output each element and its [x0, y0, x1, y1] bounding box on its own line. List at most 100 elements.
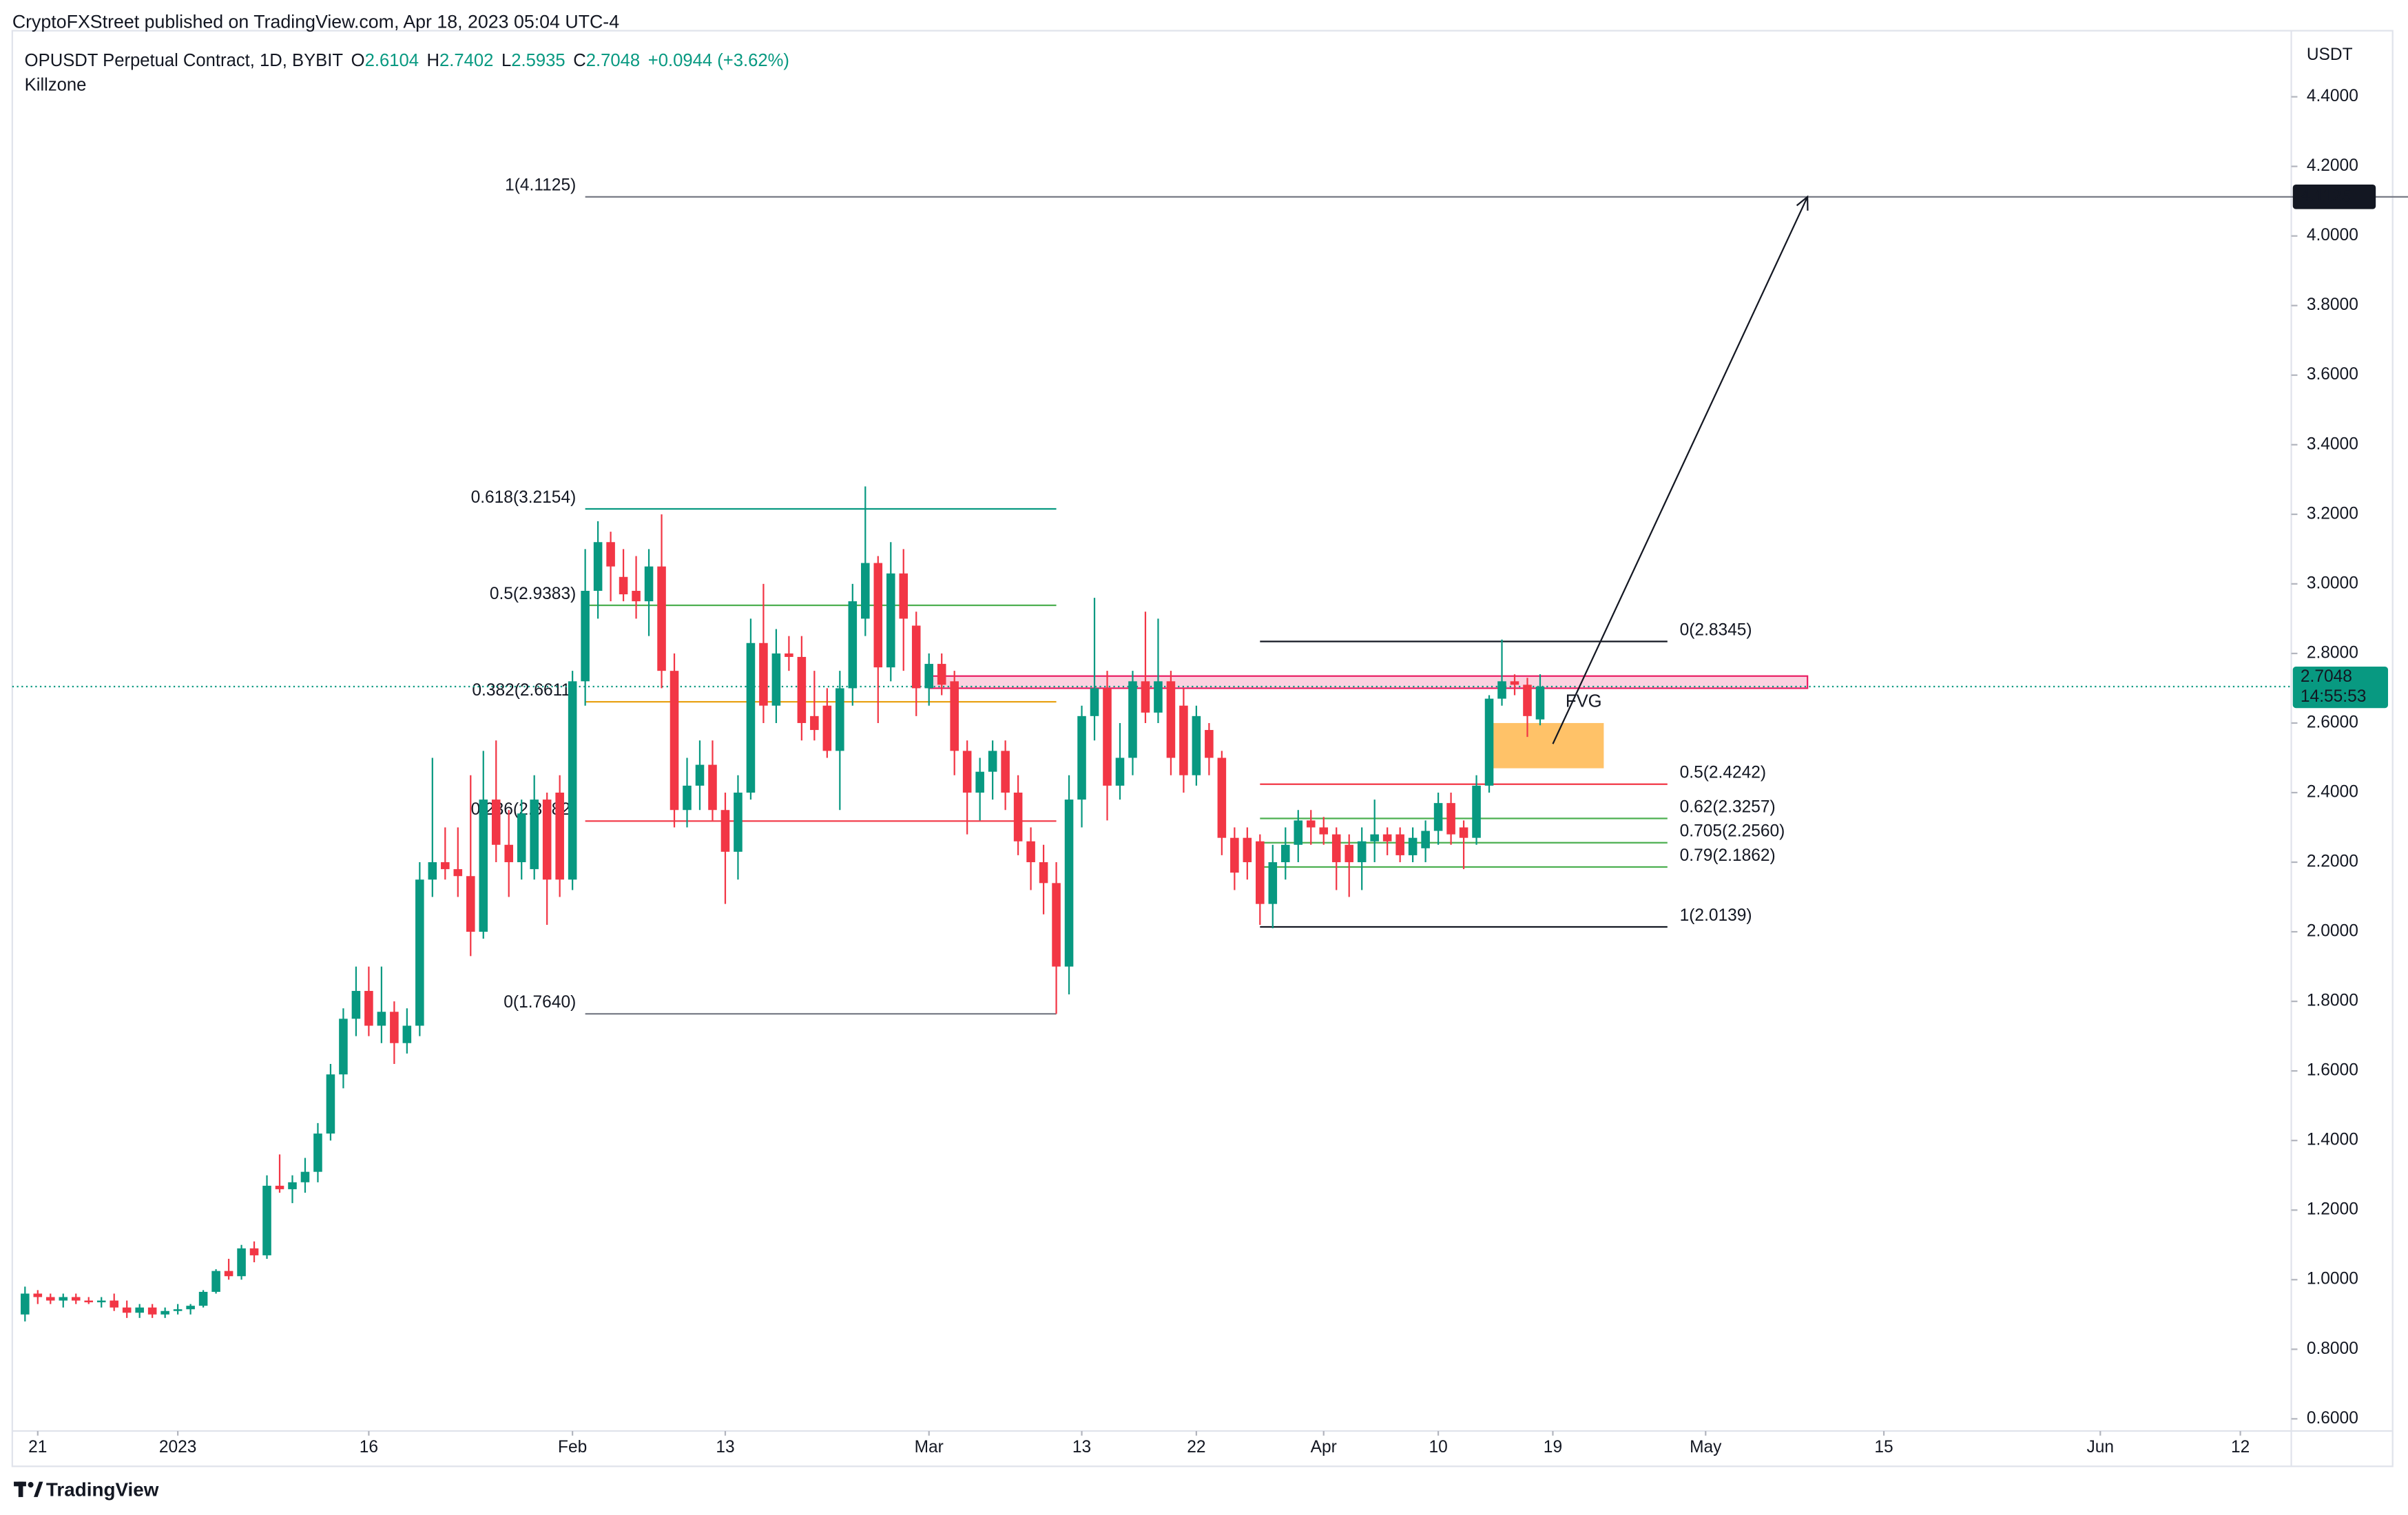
candle-body	[1319, 827, 1329, 835]
candle-body	[491, 800, 501, 845]
candle-body	[822, 705, 832, 751]
candle-body	[1052, 883, 1061, 967]
y-tick-label: 3.0000	[2307, 574, 2358, 592]
candle-body	[326, 1074, 335, 1134]
candle-body	[861, 563, 870, 619]
y-tick-label: 1.6000	[2307, 1061, 2358, 1080]
chart-frame	[11, 30, 2394, 1467]
candle-body	[351, 990, 361, 1019]
candle-body	[517, 813, 526, 863]
candle-body	[504, 844, 514, 863]
y-tick-label: 0.8000	[2307, 1339, 2358, 1358]
candle-body	[632, 590, 641, 602]
x-tick-label: 13	[1072, 1438, 1091, 1456]
fib-label: 1(2.0139)	[1680, 906, 1752, 925]
target-price-label: 4.1125	[2301, 187, 2351, 205]
candle-body	[746, 642, 756, 793]
y-tick-label: 3.2000	[2307, 504, 2358, 523]
fib-label: 0.618(3.2154)	[471, 488, 577, 507]
candle-body	[1013, 792, 1023, 842]
candle-body	[453, 869, 463, 877]
candle-body	[683, 785, 692, 811]
candle-body	[581, 590, 590, 682]
candle-body	[71, 1297, 81, 1301]
candle-body	[1484, 698, 1494, 786]
y-tick-label: 2.2000	[2307, 853, 2358, 871]
candle-body	[1331, 834, 1341, 863]
candle-body	[300, 1171, 310, 1182]
fib-label: 1(4.1125)	[505, 176, 576, 195]
candle-body	[441, 862, 450, 870]
candle-body	[1128, 681, 1137, 758]
x-tick-label: 21	[28, 1438, 47, 1456]
logo-part	[34, 1481, 43, 1497]
x-tick-label: 15	[1874, 1438, 1893, 1456]
price-tag	[2292, 667, 2389, 709]
x-tick-label: Mar	[915, 1438, 944, 1456]
candle-body	[402, 1025, 412, 1043]
y-tick-label: 1.4000	[2307, 1131, 2358, 1149]
candle-body	[1256, 841, 1265, 904]
candle-body	[1268, 862, 1278, 904]
candle-body	[275, 1185, 284, 1189]
candle-body	[1001, 751, 1010, 793]
fib-label: 0(2.8345)	[1680, 620, 1752, 639]
y-tick-label: 2.8000	[2307, 643, 2358, 662]
candle-body	[785, 653, 793, 657]
candle-body	[1179, 705, 1188, 775]
candle-body	[237, 1248, 246, 1277]
candle-body	[1217, 758, 1227, 838]
candle-body	[657, 566, 666, 671]
x-tick-label: 19	[1544, 1438, 1562, 1456]
candle-body	[1026, 841, 1035, 863]
candle-body	[1166, 681, 1176, 758]
candle-body	[262, 1185, 271, 1255]
candle-body	[1103, 688, 1112, 786]
candle-body	[1395, 834, 1404, 855]
y-tick-label: 4.0000	[2307, 226, 2358, 244]
annotation: FVG	[1566, 691, 1602, 711]
fib-label: 0.705(2.2560)	[1680, 822, 1785, 841]
ohlc-label: H	[427, 51, 440, 70]
candle-body	[720, 810, 730, 852]
candle-body	[924, 664, 934, 689]
candle-body	[211, 1271, 220, 1292]
candle-body	[110, 1300, 118, 1308]
candle-body	[173, 1309, 183, 1311]
candle-body	[848, 601, 858, 689]
candle-body	[962, 751, 972, 793]
candle-body	[911, 625, 921, 689]
price-tag-label: 2.7048	[2301, 667, 2352, 686]
ohlc-label: O	[351, 51, 365, 70]
candle-body	[619, 576, 628, 595]
logo-part	[28, 1482, 34, 1488]
candle-body	[122, 1307, 132, 1313]
candle-body	[695, 764, 705, 786]
candle-body	[390, 1012, 399, 1043]
candle-body	[797, 656, 807, 723]
candle-body	[1205, 730, 1214, 758]
x-tick-label: 13	[716, 1438, 734, 1456]
candle-body	[1090, 688, 1099, 716]
y-tick-label: 3.4000	[2307, 435, 2358, 453]
candle-body	[59, 1297, 68, 1301]
x-tick-label: 22	[1187, 1438, 1205, 1456]
currency: USDT	[2307, 45, 2353, 64]
candle-body	[1192, 715, 1201, 775]
candle-body	[1472, 785, 1481, 838]
candle-body	[1446, 803, 1455, 835]
x-tick-label: 10	[1429, 1438, 1447, 1456]
arrow-line	[1552, 196, 1809, 744]
candle-body	[198, 1291, 208, 1306]
y-tick-label: 4.2000	[2307, 156, 2358, 175]
target-price-tag	[2292, 184, 2376, 209]
candle-body	[415, 879, 424, 1026]
candle-body	[568, 681, 577, 880]
candle-body	[428, 862, 437, 880]
fib-label: 0(1.7640)	[504, 993, 576, 1012]
candle-body	[1345, 844, 1353, 863]
candle-body	[593, 542, 603, 591]
candle-body	[1115, 758, 1125, 786]
